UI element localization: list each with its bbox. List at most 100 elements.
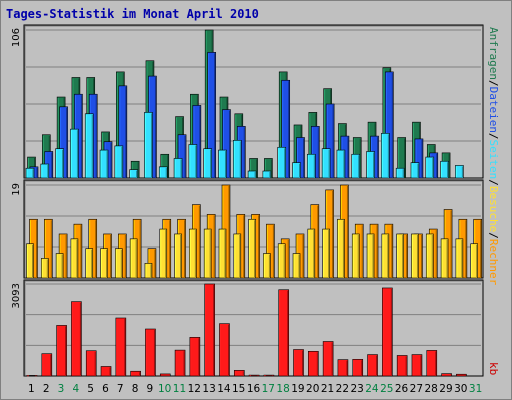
bar-seiten-26	[395, 167, 405, 179]
bar-rechner-6	[100, 248, 108, 279]
bar-kb-1	[26, 375, 38, 377]
bar-rechner-20	[307, 228, 316, 279]
right-legend: Anfragen/Dateien/Seiten/Besuche/Rechnerk…	[487, 27, 500, 375]
bar-seiten-10	[158, 166, 168, 179]
bar-kb-23	[352, 359, 364, 377]
day-label-15: 15	[232, 383, 245, 395]
bar-kb-2	[41, 353, 53, 377]
legend-dateien: Dateien	[487, 87, 500, 133]
bar-kb-27	[411, 354, 423, 377]
bar-seiten-12	[188, 144, 198, 179]
y-max-label-visits: 19	[11, 183, 22, 196]
bar-seiten-5	[84, 113, 94, 179]
bar-kb-15	[233, 370, 245, 377]
legend-separator: /	[487, 133, 500, 140]
bar-seiten-3	[55, 148, 64, 179]
bar-rechner-12	[189, 228, 197, 279]
day-label-18: 18	[276, 383, 289, 395]
legend-separator: /	[487, 232, 500, 239]
bar-seiten-29	[440, 160, 449, 179]
bar-seiten-7	[114, 145, 124, 179]
day-label-10: 10	[158, 383, 171, 395]
day-label-21: 21	[321, 383, 334, 395]
day-label-19: 19	[291, 383, 304, 395]
bar-kb-12	[189, 337, 201, 377]
bar-rechner-30	[455, 238, 464, 279]
legend-separator: /	[487, 80, 500, 87]
day-label-20: 20	[306, 383, 319, 395]
bar-rechner-2	[41, 258, 49, 279]
y-max-label-hits: 106	[11, 28, 22, 47]
bar-seiten-14	[218, 149, 227, 179]
day-label-3: 3	[58, 383, 65, 395]
bar-kb-5	[85, 350, 97, 377]
bar-kb-20	[308, 351, 319, 377]
bar-rechner-17	[263, 253, 271, 279]
day-label-11: 11	[173, 383, 186, 395]
bar-kb-13	[204, 283, 215, 377]
day-label-13: 13	[202, 383, 215, 395]
bar-rechner-19	[292, 253, 301, 279]
day-label-2: 2	[43, 383, 50, 395]
bar-kb-22	[337, 359, 349, 377]
day-label-4: 4	[72, 383, 79, 395]
bar-kb-19	[293, 349, 304, 377]
bar-rechner-13	[203, 228, 212, 279]
bar-rechner-5	[85, 248, 94, 279]
bar-kb-14	[219, 323, 230, 377]
bar-kb-28	[426, 350, 438, 377]
bar-seiten-8	[129, 169, 138, 179]
day-label-23: 23	[350, 383, 363, 395]
day-label-8: 8	[132, 383, 139, 395]
bar-kb-7	[115, 317, 127, 377]
bar-seiten-30	[455, 165, 464, 179]
bar-rechner-18	[277, 243, 286, 279]
bar-seiten-27	[410, 162, 420, 179]
bar-kb-18	[278, 289, 290, 377]
bar-kb-4	[71, 301, 82, 377]
legend-rechner: Rechner	[487, 239, 500, 286]
bar-seiten-22	[336, 149, 346, 179]
day-label-1: 1	[28, 383, 35, 395]
bar-rechner-23	[351, 233, 360, 279]
bar-seiten-24	[366, 151, 375, 179]
bar-seiten-4	[70, 128, 79, 179]
legend-seiten: Seiten	[487, 140, 500, 180]
bar-seiten-13	[203, 148, 212, 179]
bar-seiten-20	[307, 153, 316, 179]
legend-anfragen: Anfragen	[487, 27, 500, 80]
bar-kb-10	[159, 373, 171, 377]
day-label-12: 12	[188, 383, 201, 395]
bar-rechner-24	[366, 233, 375, 279]
bar-kb-24	[367, 354, 378, 377]
day-label-22: 22	[336, 383, 349, 395]
bar-rechner-27	[411, 233, 419, 279]
bar-rechner-29	[440, 238, 449, 279]
bars	[25, 29, 482, 377]
chart-title: Tages-Statistik im Monat April 2010	[6, 7, 259, 21]
day-label-24: 24	[365, 383, 379, 395]
bar-rechner-1	[26, 243, 34, 279]
bar-seiten-1	[25, 167, 35, 179]
bar-rechner-7	[115, 248, 123, 279]
day-label-5: 5	[87, 383, 94, 395]
day-label-28: 28	[424, 383, 437, 395]
bar-rechner-3	[55, 253, 64, 279]
bar-seiten-18	[277, 146, 287, 179]
bar-seiten-23	[351, 153, 361, 179]
bar-kb-21	[322, 341, 334, 377]
legend-kb: kb	[487, 362, 500, 375]
bar-seiten-16	[247, 170, 257, 179]
day-label-16: 16	[247, 383, 261, 395]
bar-rechner-9	[144, 263, 153, 279]
day-label-14: 14	[217, 383, 231, 395]
bar-kb-17	[263, 374, 275, 377]
bar-kb-30	[456, 373, 467, 377]
bar-seiten-25	[381, 133, 390, 179]
day-label-7: 7	[117, 383, 124, 395]
bar-seiten-17	[262, 170, 272, 179]
day-labels: 1 2 3 4 5 6 7 8 9 10 11 12 13 14 15 16 17 18 19 20 21 22 23 24 2…	[28, 383, 482, 395]
bar-rechner-22	[337, 218, 345, 279]
bar-kb-26	[396, 355, 408, 377]
